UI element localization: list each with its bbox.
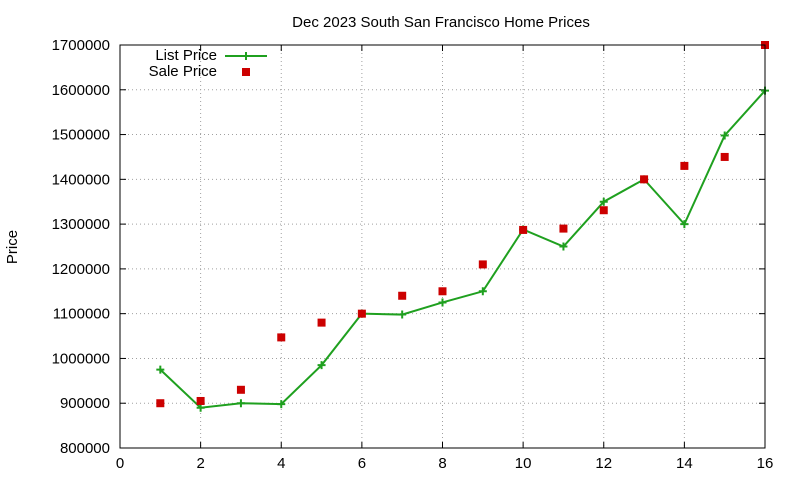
y-tick-label: 1700000 [52,37,110,54]
x-tick-label: 14 [676,455,693,472]
y-tick-label: 1000000 [52,350,110,367]
y-tick-label: 1200000 [52,261,110,278]
list-price-point [438,298,447,307]
x-tick-label: 16 [757,455,774,472]
list-price-point [599,197,608,206]
sale-price-point [438,287,447,296]
x-tick-label: 8 [438,455,446,472]
sale-price-point [640,175,649,184]
y-tick-label: 1300000 [52,216,110,233]
list-price-point [196,403,205,412]
sale-price-point [236,385,245,394]
sale-price-point [277,333,286,342]
sale-price-point [599,206,608,215]
x-tick-label: 2 [196,455,204,472]
x-tick-label: 4 [277,455,285,472]
sale-price-point [317,318,326,327]
y-axis-label: Price [4,230,21,264]
y-tick-label: 1500000 [52,127,110,144]
list-price-point [720,131,729,140]
sale-price-point [519,225,528,234]
list-price-point [559,242,568,251]
x-tick-label: 10 [515,455,532,472]
list-price-point [478,287,487,296]
sale-price-point [478,260,487,269]
x-tick-label: 12 [595,455,612,472]
chart-title: Dec 2023 South San Francisco Home Prices [292,14,590,31]
sale-price-point [357,309,366,318]
list-price-line [159,90,766,409]
sale-price-point [196,396,205,405]
sale-price-point [398,291,407,300]
list-price-point [398,310,407,319]
legend-marker-list-price [242,52,250,60]
series-layer [156,41,769,412]
sale-price-point [156,399,165,408]
list-price-point [236,399,245,408]
x-tick-label: 0 [116,455,124,472]
list-price-point [317,361,326,370]
y-tick-label: 800000 [60,440,110,457]
legend-label-sale-price: Sale Price [149,63,217,80]
legend-marker-sale-price [242,68,250,76]
y-tick-label: 1100000 [53,306,110,323]
legend-label-list-price: List Price [155,47,217,64]
plot-frame [119,44,766,449]
sale-price-point [559,224,568,233]
list-price-point [680,220,689,229]
list-price-point [277,400,286,409]
y-tick-label: 1400000 [52,171,110,188]
sale-price-point [720,152,729,161]
grid [120,45,765,448]
y-tick-label: 900000 [60,395,110,412]
sale-price-point [680,161,689,170]
y-tick-label: 1600000 [52,82,110,99]
x-tick-label: 6 [358,455,366,472]
list-price-point [156,365,165,374]
